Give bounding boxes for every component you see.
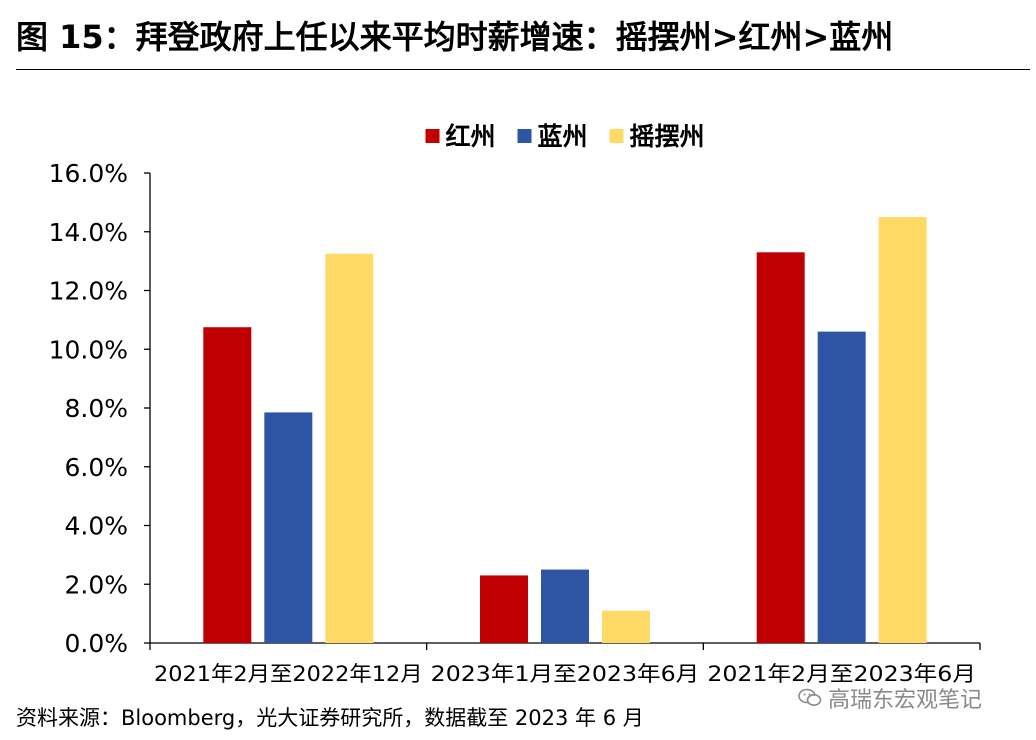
y-tick-label: 2.0%	[64, 570, 128, 599]
legend-label: 红州	[446, 122, 496, 151]
bar-1-0	[480, 575, 528, 643]
bar-0-2	[325, 253, 374, 643]
x-category-label: 2021年2月至2022年12月	[154, 662, 423, 686]
y-tick-label: 10.0%	[49, 335, 128, 364]
y-tick-label: 6.0%	[64, 453, 128, 482]
x-axis: 2021年2月至2022年12月 2023年1月至2023年6月 2021年2月至2…	[149, 642, 981, 686]
wechat-icon	[798, 688, 822, 706]
bar-0-0	[203, 327, 252, 643]
y-tick-label: 4.0%	[64, 512, 128, 541]
bar-2-2	[878, 217, 927, 643]
chart-title: 图 15：拜登政府上任以来平均时薪增速：摇摆州>红州>蓝州	[16, 18, 894, 56]
source-note: 资料来源：Bloomberg，光大证券研究所，数据截至 2023 年 6 月	[16, 706, 644, 730]
legend-swatch	[517, 129, 532, 143]
y-tick-label: 14.0%	[49, 218, 128, 247]
x-category-label: 2021年2月至2023年6月	[707, 662, 976, 686]
legend-swatch	[609, 129, 624, 143]
legend-swatch	[425, 129, 440, 143]
y-tick-label: 0.0%	[64, 629, 128, 658]
bar-2-0	[756, 252, 805, 643]
chart-legend: 红州 蓝州 摇摆州	[425, 122, 705, 151]
legend-label: 蓝州	[538, 122, 588, 151]
bar-1-2	[602, 610, 650, 643]
legend-label: 摇摆州	[630, 122, 705, 151]
y-tick-label: 16.0%	[49, 159, 128, 188]
bar-1-1	[541, 569, 589, 643]
bar-chart: 红州 蓝州 摇摆州 0.0% 2.0% 4.0% 6.0% 8.0% 10.0% 12.0% 14…	[49, 122, 981, 686]
y-axis: 0.0% 2.0% 4.0% 6.0% 8.0% 10.0% 12.0% 14.0% 16.0%	[49, 159, 151, 658]
bar-0-1	[264, 412, 313, 643]
watermark-text: 高瑞东宏观笔记	[828, 688, 983, 713]
bar-2-1	[817, 331, 866, 643]
y-tick-label: 8.0%	[64, 394, 128, 423]
title-divider	[16, 69, 1030, 70]
watermark: 高瑞东宏观笔记	[798, 682, 982, 714]
bars-group	[203, 217, 927, 643]
x-category-label: 2023年1月至2023年6月	[431, 662, 700, 686]
y-tick-label: 12.0%	[49, 277, 128, 306]
